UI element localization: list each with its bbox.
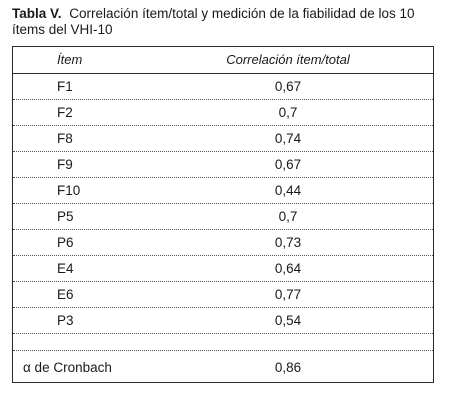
row-value: 0,7: [278, 209, 298, 224]
table-row: F1 0,67: [13, 74, 433, 100]
cronbach-value: 0,86: [274, 360, 302, 375]
row-value: 0,67: [274, 79, 302, 94]
row-value: 0,54: [274, 313, 302, 328]
row-item: F9: [57, 157, 73, 172]
table-row: F2 0,7: [13, 100, 433, 126]
table-row: F8 0,74: [13, 126, 433, 152]
table-caption: Tabla V. Correlación ítem/total y medici…: [12, 6, 437, 38]
table-header: Ítem Correlación ítem/total: [13, 47, 433, 74]
spacer-row: [13, 334, 433, 351]
cronbach-label: α de Cronbach: [23, 360, 112, 375]
row-item: F8: [57, 131, 73, 146]
row-item: P3: [57, 313, 74, 328]
row-value: 0,44: [274, 183, 302, 198]
header-item: Ítem: [57, 52, 83, 67]
table-row: F10 0,44: [13, 178, 433, 204]
row-value: 0,64: [274, 261, 302, 276]
caption-text: Correlación ítem/total y medición de la …: [12, 6, 415, 37]
row-item: F10: [57, 183, 81, 198]
header-correlation: Correlación ítem/total: [226, 52, 350, 67]
table-row: P5 0,7: [13, 204, 433, 230]
row-item: P5: [57, 209, 74, 224]
row-value: 0,73: [274, 235, 302, 250]
data-table: Ítem Correlación ítem/total F1 0,67 F2 0…: [12, 46, 434, 383]
row-value: 0,77: [274, 287, 302, 302]
cronbach-row: α de Cronbach 0,86: [13, 351, 433, 381]
caption-tag: Tabla V.: [12, 6, 62, 21]
row-item: E4: [57, 261, 74, 276]
table-row: E6 0,77: [13, 282, 433, 308]
row-item: F2: [57, 105, 73, 120]
row-item: P6: [57, 235, 74, 250]
row-value: 0,7: [278, 105, 298, 120]
row-item: F1: [57, 79, 73, 94]
table-body: F1 0,67 F2 0,7 F8 0,74 F9 0,67 F10 0,44 …: [13, 74, 433, 381]
table-row: F9 0,67: [13, 152, 433, 178]
table-row: P3 0,54: [13, 308, 433, 334]
table-row: E4 0,64: [13, 256, 433, 282]
row-value: 0,67: [274, 157, 302, 172]
row-value: 0,74: [274, 131, 302, 146]
table-row: P6 0,73: [13, 230, 433, 256]
row-item: E6: [57, 287, 74, 302]
